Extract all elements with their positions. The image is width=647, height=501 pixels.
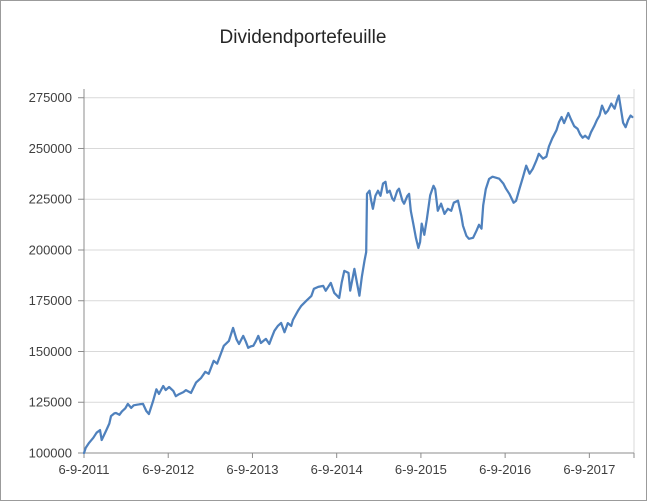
series-line	[82, 94, 634, 455]
y-tick-label: 275000	[29, 90, 72, 105]
y-tick-label: 250000	[29, 141, 72, 156]
x-tick-label: 6-9-2016	[479, 462, 531, 477]
y-tick-label: 100000	[29, 446, 72, 461]
y-tick-label: 150000	[29, 344, 72, 359]
x-tick-label: 6-9-2011	[58, 462, 109, 477]
x-tick-label: 6-9-2017	[563, 462, 615, 477]
y-tick-label: 125000	[29, 395, 72, 410]
x-tick-label: 6-9-2015	[395, 462, 447, 477]
x-tick-label: 6-9-2013	[226, 462, 278, 477]
y-tick-label: 225000	[29, 192, 72, 207]
y-tick-label: 175000	[29, 293, 72, 308]
x-tick-label: 6-9-2012	[142, 462, 194, 477]
chart-title: Dividendportefeuille	[219, 27, 387, 48]
y-tick-label: 200000	[29, 242, 72, 257]
x-tick-label: 6-9-2014	[311, 462, 363, 477]
